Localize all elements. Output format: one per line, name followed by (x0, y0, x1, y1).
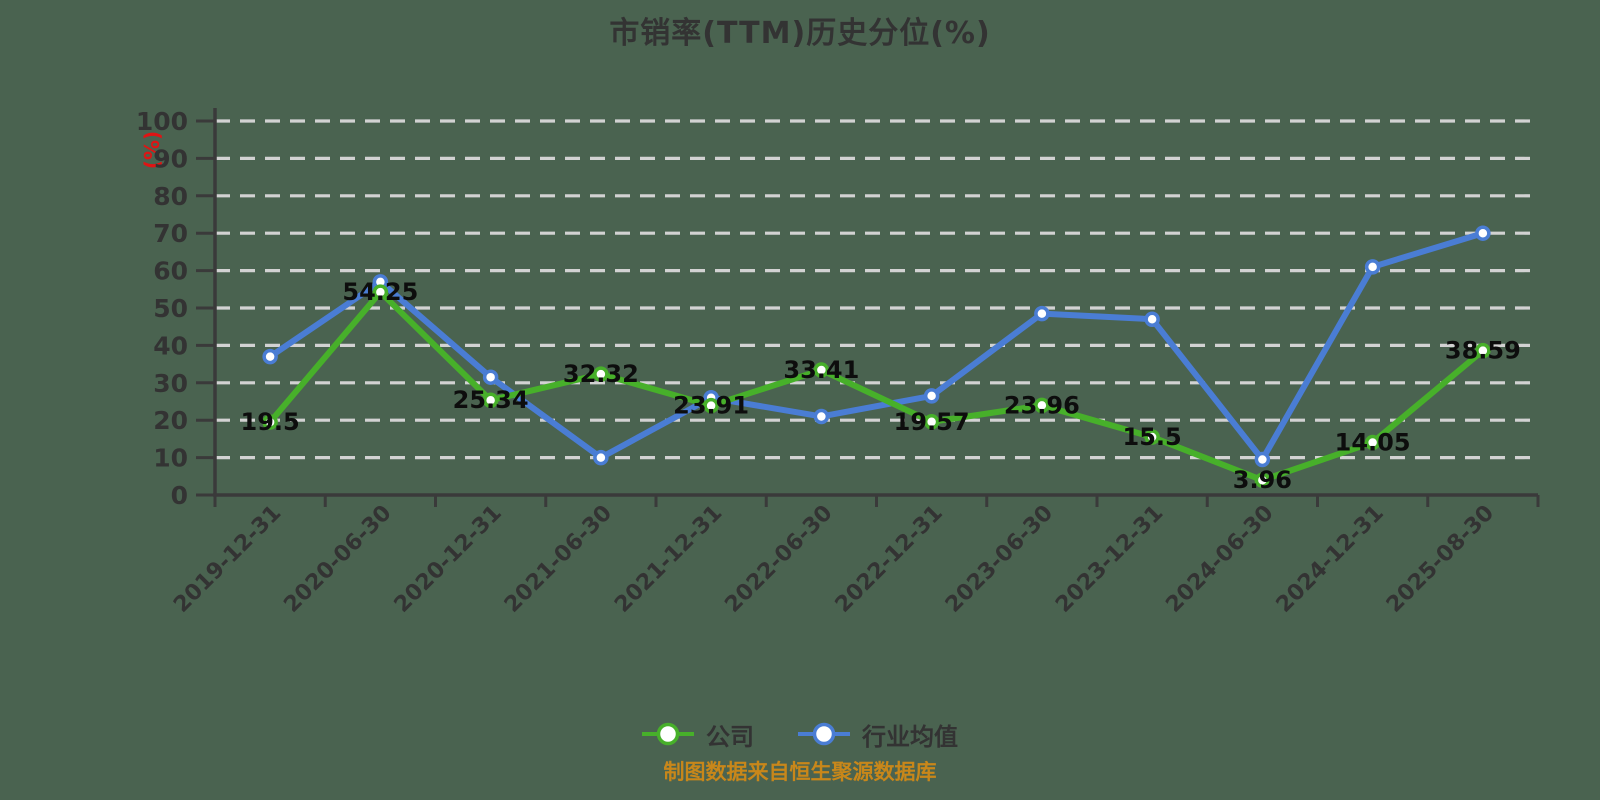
y-tick-label: 20 (153, 406, 188, 435)
data-point-company (1144, 429, 1160, 445)
data-point-industry-average (482, 369, 499, 385)
legend-marker-dot (812, 722, 836, 746)
value-label: 32.32 (563, 360, 639, 388)
value-label: 25.34 (453, 386, 529, 414)
x-tick-label: 2025-08-30 (1382, 501, 1499, 618)
legend-label: 行业均值 (862, 722, 958, 751)
value-label: 14.05 (1335, 428, 1411, 456)
data-point-company (262, 414, 278, 430)
gridlines (215, 119, 1538, 460)
x-tick-label: 2020-06-30 (279, 501, 396, 618)
x-tick-label: 2020-12-31 (390, 501, 507, 618)
x-tick-label: 2021-06-30 (500, 501, 617, 618)
value-label: 19.5 (241, 408, 300, 436)
y-tick-label: 80 (153, 182, 188, 211)
chart-title: 市销率(TTM)历史分位(%) (609, 16, 991, 51)
x-tick-label: 2019-12-31 (169, 501, 286, 618)
data-point-industry-average (923, 388, 940, 404)
data-point-company (703, 397, 719, 414)
value-label: 54.25 (342, 278, 418, 306)
series-company-line (262, 284, 1491, 488)
legend-marker-dot (656, 722, 680, 746)
y-tick-label: 100 (136, 107, 188, 136)
x-tick-label: 2023-06-30 (941, 501, 1058, 618)
value-label: 3.96 (1233, 466, 1292, 494)
series-industry-average-path (267, 230, 1486, 463)
data-point-industry-average (1034, 305, 1050, 322)
data-point-industry-average (813, 408, 830, 425)
legend-item-company[interactable]: 公司 (642, 717, 754, 752)
y-axis-ticks: 0 10 20 30 40 50 60 70 80 90 100 (136, 107, 215, 510)
y-tick-label: 70 (153, 219, 188, 248)
data-point-company (1364, 434, 1381, 451)
data-point-industry-average (1475, 225, 1491, 241)
data-point-company (593, 366, 609, 382)
y-tick-label: 60 (153, 257, 188, 286)
legend: 公司 行业均值 (0, 712, 1600, 756)
value-label: 23.96 (1004, 391, 1080, 419)
data-point-company (813, 362, 830, 378)
legend-label: 公司 (706, 722, 754, 751)
data-point-industry-average (1144, 311, 1160, 327)
data-source-note: 制图数据来自恒生聚源数据库 (663, 760, 937, 784)
x-tick-label: 2024-12-31 (1272, 501, 1389, 618)
y-tick-label: 40 (153, 331, 188, 360)
x-tick-label: 2024-06-30 (1161, 501, 1278, 618)
x-tick-label: 2022-12-31 (831, 501, 948, 618)
data-point-company (482, 392, 499, 408)
data-point-industry-average (593, 449, 609, 466)
value-label: 23.91 (673, 392, 749, 420)
y-tick-label: 90 (153, 144, 188, 173)
company-value-labels: 19.5 54.25 25.34 32.32 23.91 33.41 19.57 23.96 1… (241, 278, 1521, 494)
data-point-industry-average (262, 348, 278, 365)
value-label: 15.5 (1123, 423, 1182, 451)
data-point-company (1254, 472, 1271, 488)
data-point-company (923, 414, 940, 430)
value-label: 33.41 (783, 356, 859, 384)
data-point-industry-average (1364, 259, 1381, 275)
y-tick-label: 10 (153, 444, 188, 473)
y-tick-label: 50 (153, 294, 188, 323)
value-label: 19.57 (894, 408, 970, 436)
legend-marker-company-icon (642, 722, 694, 746)
legend-item-industry-average[interactable]: 行业均值 (798, 717, 958, 752)
series-industry-average-line (262, 225, 1491, 468)
x-tick-label: 2023-12-31 (1051, 501, 1168, 618)
data-point-company (372, 284, 389, 300)
data-point-company (1034, 397, 1050, 414)
data-point-company (1475, 342, 1491, 359)
legend-marker-industry-average-icon (798, 722, 850, 746)
y-tick-label: 30 (153, 369, 188, 398)
x-tick-label: 2022-06-30 (720, 501, 837, 618)
value-label: 38.59 (1445, 337, 1521, 365)
data-point-industry-average (1254, 451, 1271, 468)
x-tick-label: 2021-12-31 (610, 501, 727, 618)
y-tick-label: 0 (171, 481, 188, 510)
series-company-path (267, 289, 1486, 484)
x-axis-ticks: 2019-12-312020-06-302020-12-312021-06-30… (169, 495, 1540, 618)
